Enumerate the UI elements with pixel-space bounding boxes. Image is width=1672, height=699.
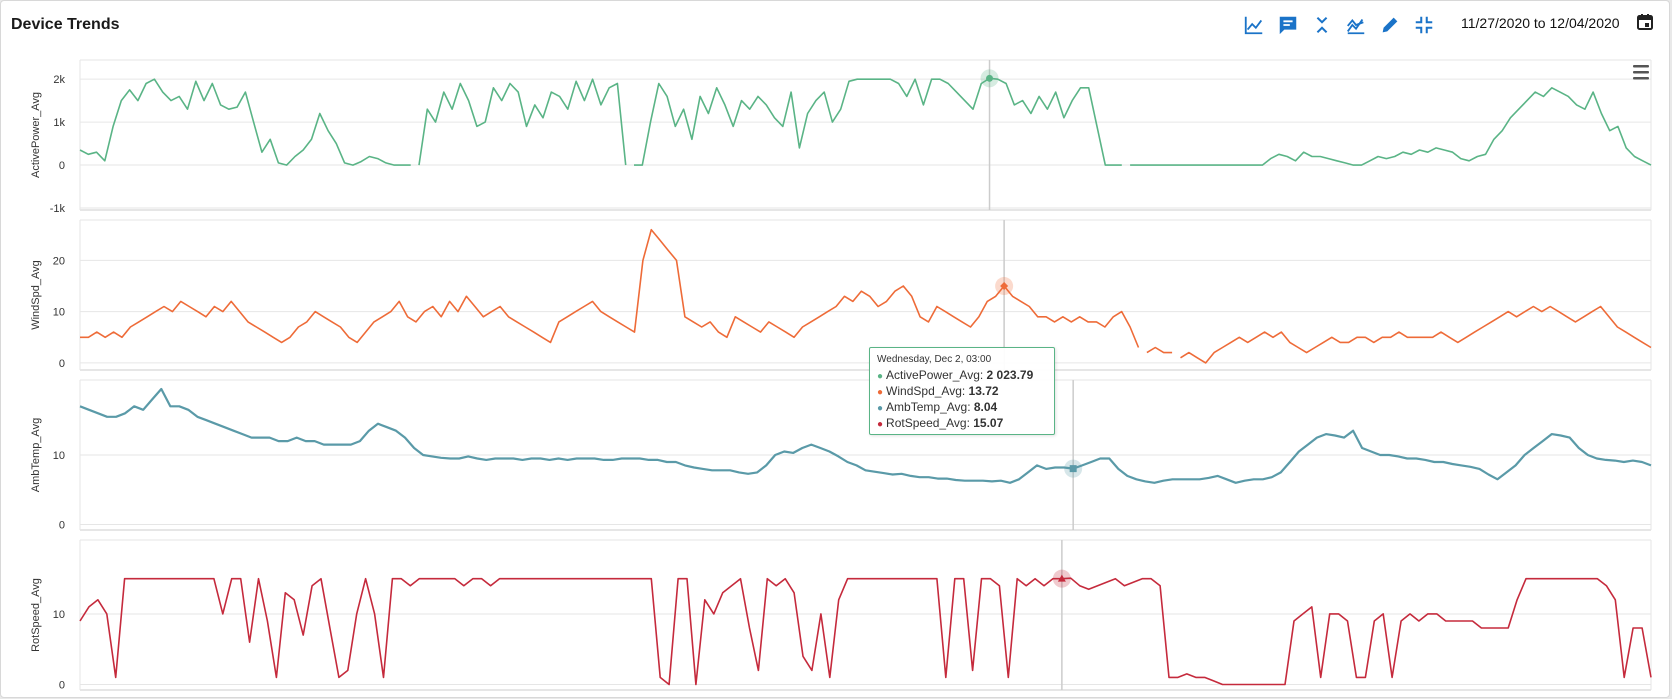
- series-line-RotSpeed_Avg: [79, 577, 1652, 686]
- hover-marker: [1000, 282, 1009, 291]
- chart-tooltip: Wednesday, Dec 2, 03:00 ● ActivePower_Avg…: [869, 347, 1055, 435]
- menu-bar: [1633, 65, 1649, 68]
- calendar-icon[interactable]: [1636, 13, 1654, 31]
- y-axis-title: RotSpeed_Avg: [30, 578, 42, 652]
- y-tick-label: 10: [53, 450, 65, 462]
- tooltip-series-name: AmbTemp_Avg: [886, 400, 968, 414]
- y-axis-title: WindSpd_Avg: [30, 260, 42, 330]
- tooltip-row: ● AmbTemp_Avg: 8.04: [877, 400, 998, 414]
- page-title: Device Trends: [11, 16, 120, 33]
- line-chart-icon[interactable]: [1241, 12, 1267, 38]
- y-tick-label: 10: [53, 307, 65, 319]
- hover-marker: [986, 74, 994, 82]
- tooltip-value: 15.07: [973, 416, 1004, 430]
- comment-icon[interactable]: [1275, 12, 1301, 38]
- menu-bar: [1633, 77, 1649, 80]
- y-tick-label: 0: [59, 160, 65, 172]
- y-tick-label: 1k: [53, 117, 65, 129]
- tooltip-value: 13.72: [968, 384, 999, 398]
- panel-ActivePower_Avg[interactable]: 2k 1k 0 -1k ActivePower_Avg: [30, 59, 1652, 215]
- hover-marker: [1057, 574, 1066, 582]
- panel-WindSpd_Avg[interactable]: 20 10 0 WindSpd_Avg: [30, 219, 1652, 371]
- tooltip-series-name: WindSpd_Avg: [886, 384, 962, 398]
- tooltip-row: ● RotSpeed_Avg: 15.07: [877, 416, 1004, 430]
- fullscreen-exit-icon[interactable]: [1411, 12, 1437, 38]
- edit-icon[interactable]: [1377, 12, 1403, 38]
- y-tick-label: 20: [53, 255, 65, 267]
- y-tick-label: 2k: [53, 74, 65, 86]
- series-line-ActivePower_Avg: [79, 77, 1652, 166]
- y-tick-label: 0: [59, 679, 65, 691]
- y-tick-label: 10: [53, 609, 65, 621]
- y-axis-title: ActivePower_Avg: [30, 92, 42, 178]
- tooltip-row: ● WindSpd_Avg: 13.72: [877, 384, 999, 398]
- tooltip-header: Wednesday, Dec 2, 03:00: [877, 354, 992, 365]
- panel-RotSpeed_Avg[interactable]: 10 0 RotSpeed_Avg: [30, 539, 1652, 691]
- y-tick-label: 0: [59, 358, 65, 370]
- series-line-WindSpd_Avg: [80, 228, 1652, 364]
- date-from: 11/27/2020: [1461, 15, 1531, 31]
- tooltip-series-name: RotSpeed_Avg: [886, 416, 967, 430]
- tooltip-row: ● ActivePower_Avg: 2 023.79: [877, 368, 1034, 382]
- menu-bar: [1633, 71, 1649, 74]
- chart-menu-icon[interactable]: [1633, 65, 1649, 80]
- date-to: 12/04/2020: [1549, 15, 1620, 31]
- y-tick-label: 0: [59, 520, 65, 532]
- panel-AmbTemp_Avg[interactable]: 10 0 AmbTemp_Avg: [30, 379, 1652, 532]
- multi-line-chart-icon[interactable]: [1343, 12, 1369, 38]
- tooltip-value: 2 023.79: [986, 368, 1034, 382]
- date-separator: to: [1533, 15, 1546, 31]
- hover-marker: [1069, 465, 1077, 473]
- collapse-vertical-icon[interactable]: [1309, 12, 1335, 38]
- date-range[interactable]: 11/27/2020 to 12/04/2020: [1461, 15, 1620, 31]
- tooltip-series-name: ActivePower_Avg: [886, 368, 980, 382]
- tooltip-value: 8.04: [973, 400, 998, 414]
- series-line-AmbTemp_Avg: [79, 387, 1652, 484]
- chart-toolbar: [1241, 11, 1445, 39]
- y-tick-label: -1k: [50, 203, 66, 215]
- y-axis-title: AmbTemp_Avg: [30, 418, 42, 492]
